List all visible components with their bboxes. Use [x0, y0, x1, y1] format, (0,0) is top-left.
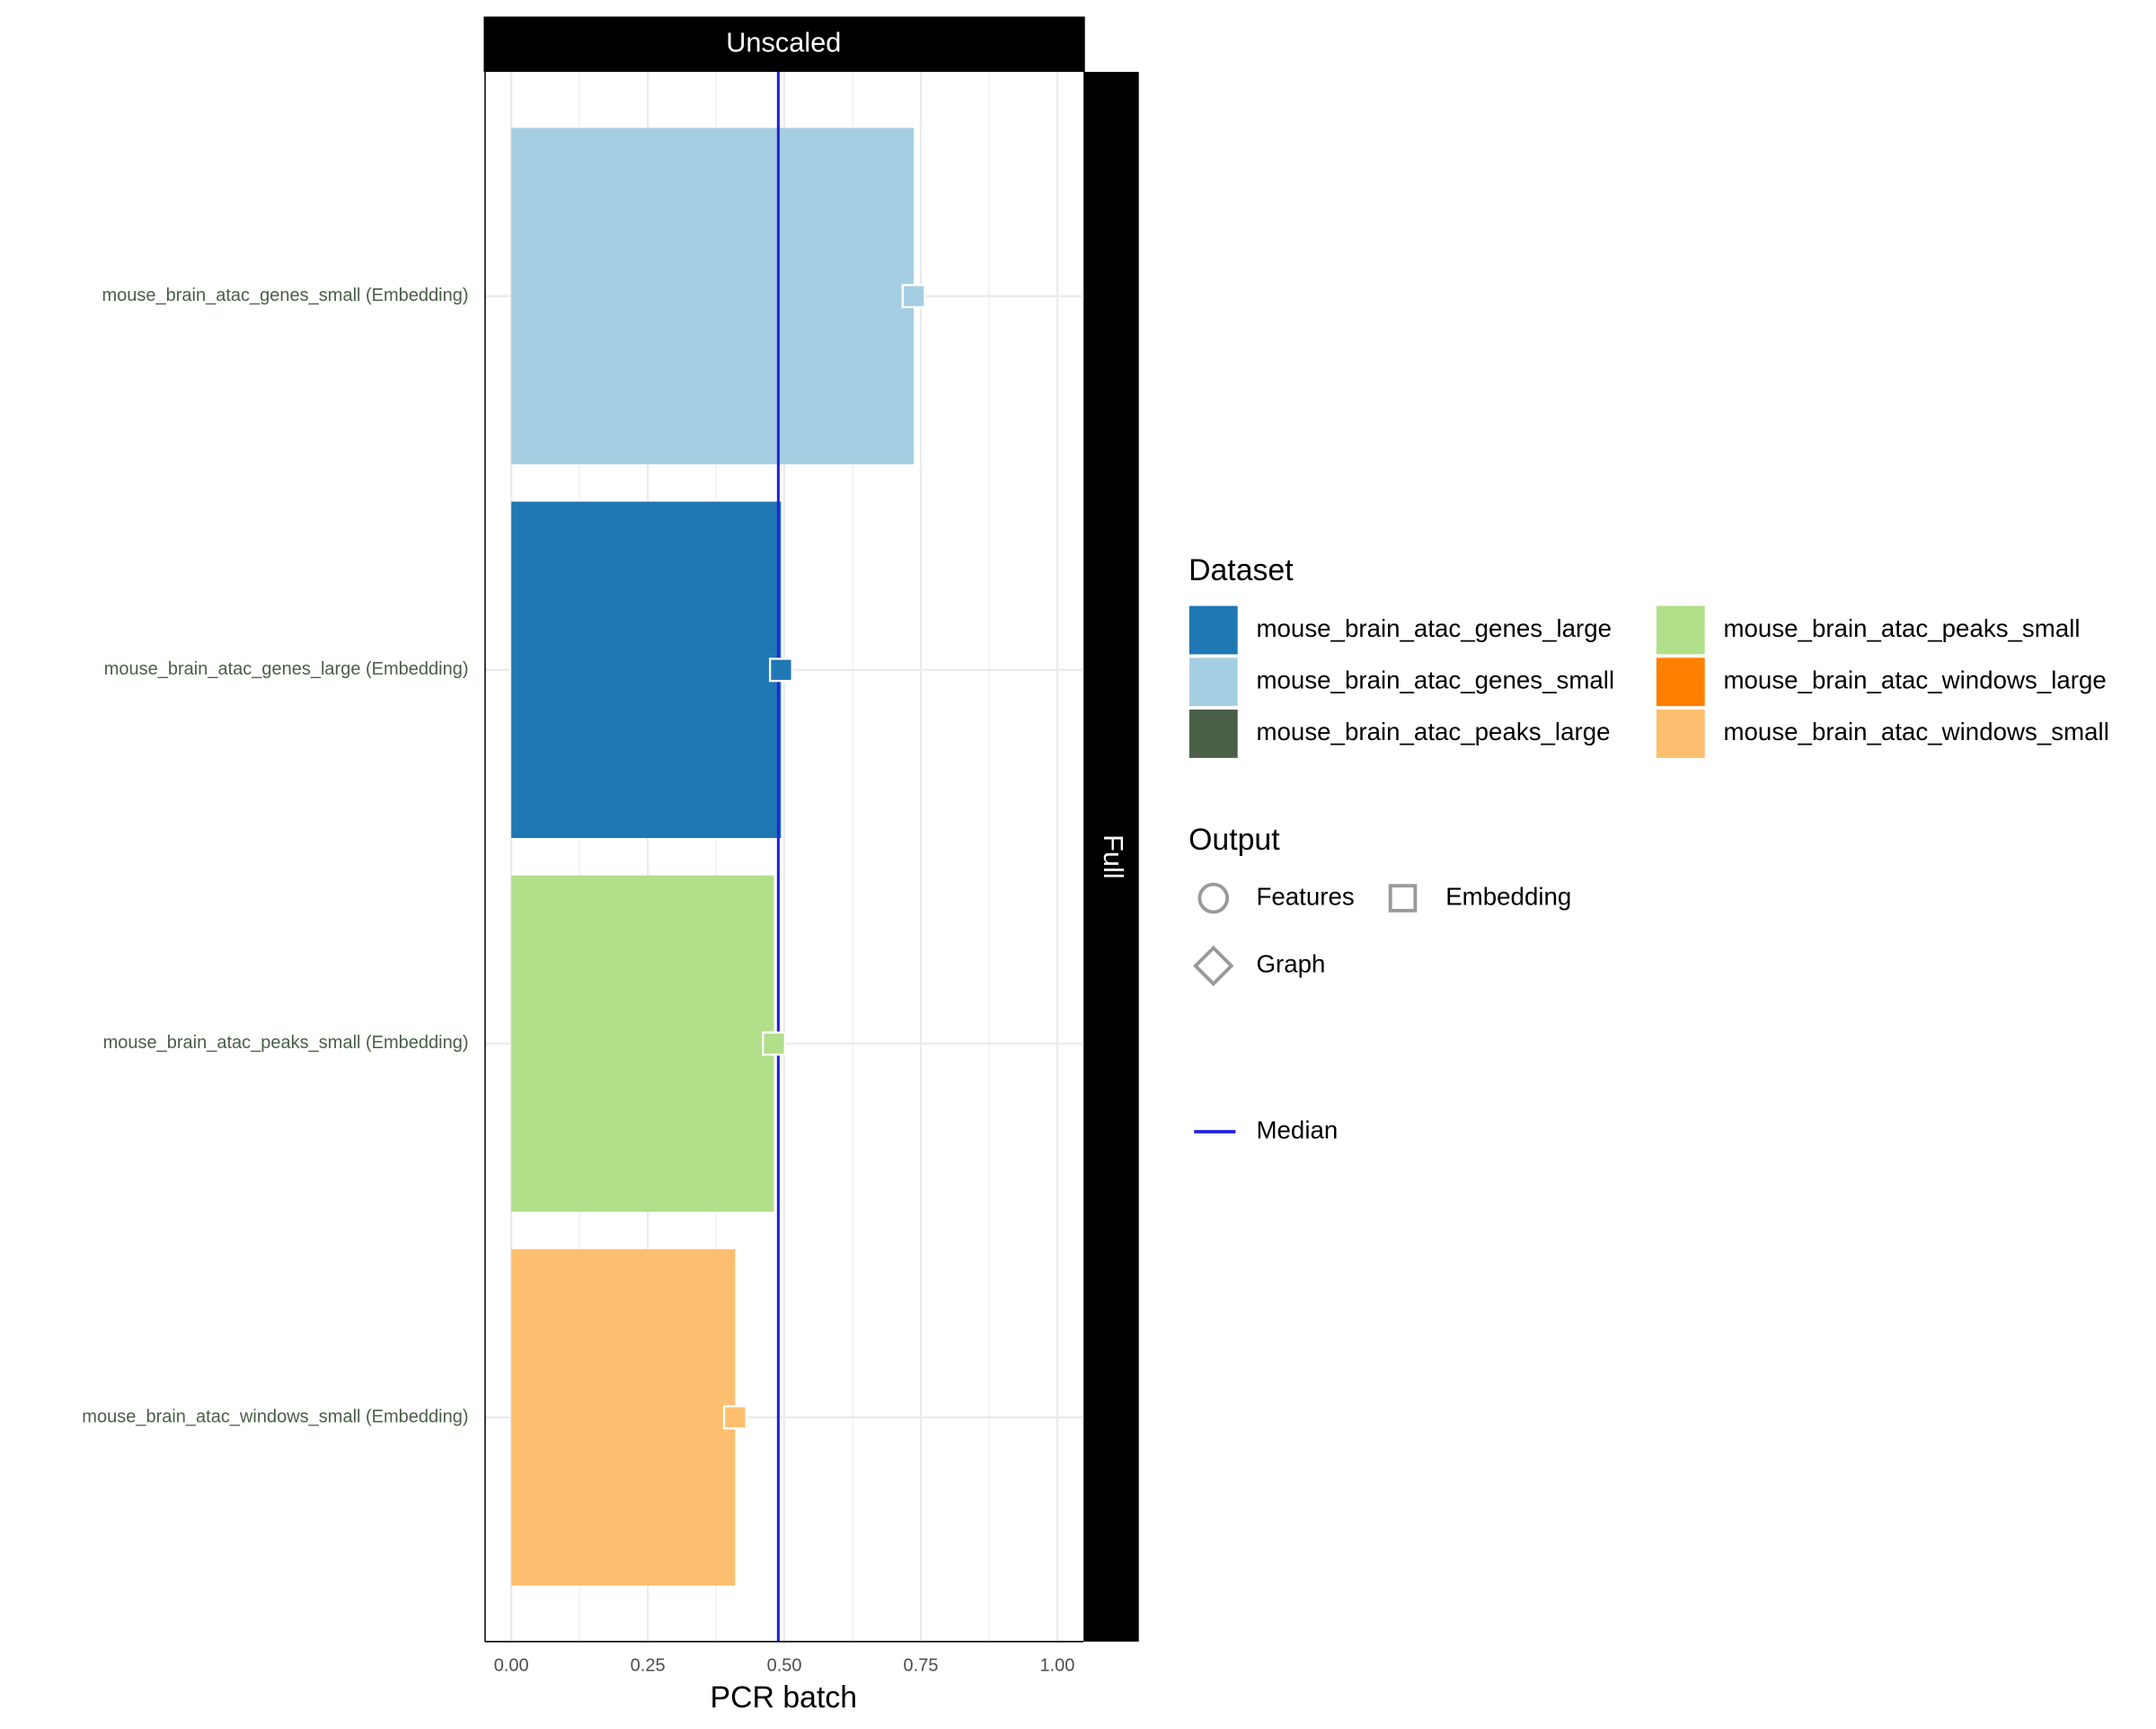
legend-key [1655, 604, 1707, 656]
y-tick-label: mouse_brain_atac_windows_small (Embeddin… [82, 1407, 468, 1426]
y-tick-label: mouse_brain_atac_genes_large (Embedding) [104, 659, 469, 679]
point [722, 1405, 747, 1430]
legend-title: Output [1188, 823, 1280, 857]
legend-shape [1388, 884, 1418, 913]
point [768, 657, 793, 683]
legend-label: Features [1256, 882, 1354, 910]
legend-shape [1197, 882, 1230, 914]
legend-key [1188, 604, 1240, 656]
legend-key [1188, 656, 1240, 708]
legend-label: mouse_brain_atac_peaks_small [1723, 614, 2080, 642]
legend-key [1188, 708, 1240, 760]
facet-label-right: Full [1098, 834, 1129, 879]
legend-label: Graph [1256, 950, 1325, 978]
x-tick-label: 0.25 [631, 1656, 666, 1676]
legend-label: mouse_brain_atac_windows_large [1723, 666, 2106, 694]
legend-title: Dataset [1188, 553, 1294, 587]
legend-shape [1193, 945, 1234, 987]
facet-strip-right [1083, 72, 1139, 1642]
x-tick-label: 1.00 [1040, 1656, 1075, 1676]
y-tick-label: mouse_brain_atac_peaks_small (Embedding) [103, 1033, 469, 1053]
facet-label-top: Unscaled [726, 26, 841, 57]
point [901, 284, 926, 309]
bar [511, 1248, 736, 1586]
x-tick-label: 0.75 [904, 1656, 939, 1676]
legend-key [1655, 656, 1707, 708]
legend-label: Embedding [1445, 882, 1571, 910]
legend-label: Median [1256, 1116, 1338, 1143]
x-axis-title: PCR batch [711, 1680, 858, 1715]
facet-strip-top [483, 16, 1085, 72]
legend-label: mouse_brain_atac_peaks_large [1256, 718, 1610, 745]
bar [511, 128, 915, 464]
x-tick-label: 0.50 [767, 1656, 802, 1676]
legend-label: mouse_brain_atac_windows_small [1723, 718, 2108, 745]
bar [511, 875, 774, 1213]
y-tick-label: mouse_brain_atac_genes_small (Embedding) [102, 286, 469, 305]
point [762, 1031, 786, 1056]
legend-label: mouse_brain_atac_genes_small [1256, 666, 1614, 694]
bar [511, 501, 782, 839]
legend-label: mouse_brain_atac_genes_large [1256, 614, 1612, 642]
x-tick-label: 0.00 [494, 1656, 529, 1676]
legend-key [1655, 708, 1707, 760]
